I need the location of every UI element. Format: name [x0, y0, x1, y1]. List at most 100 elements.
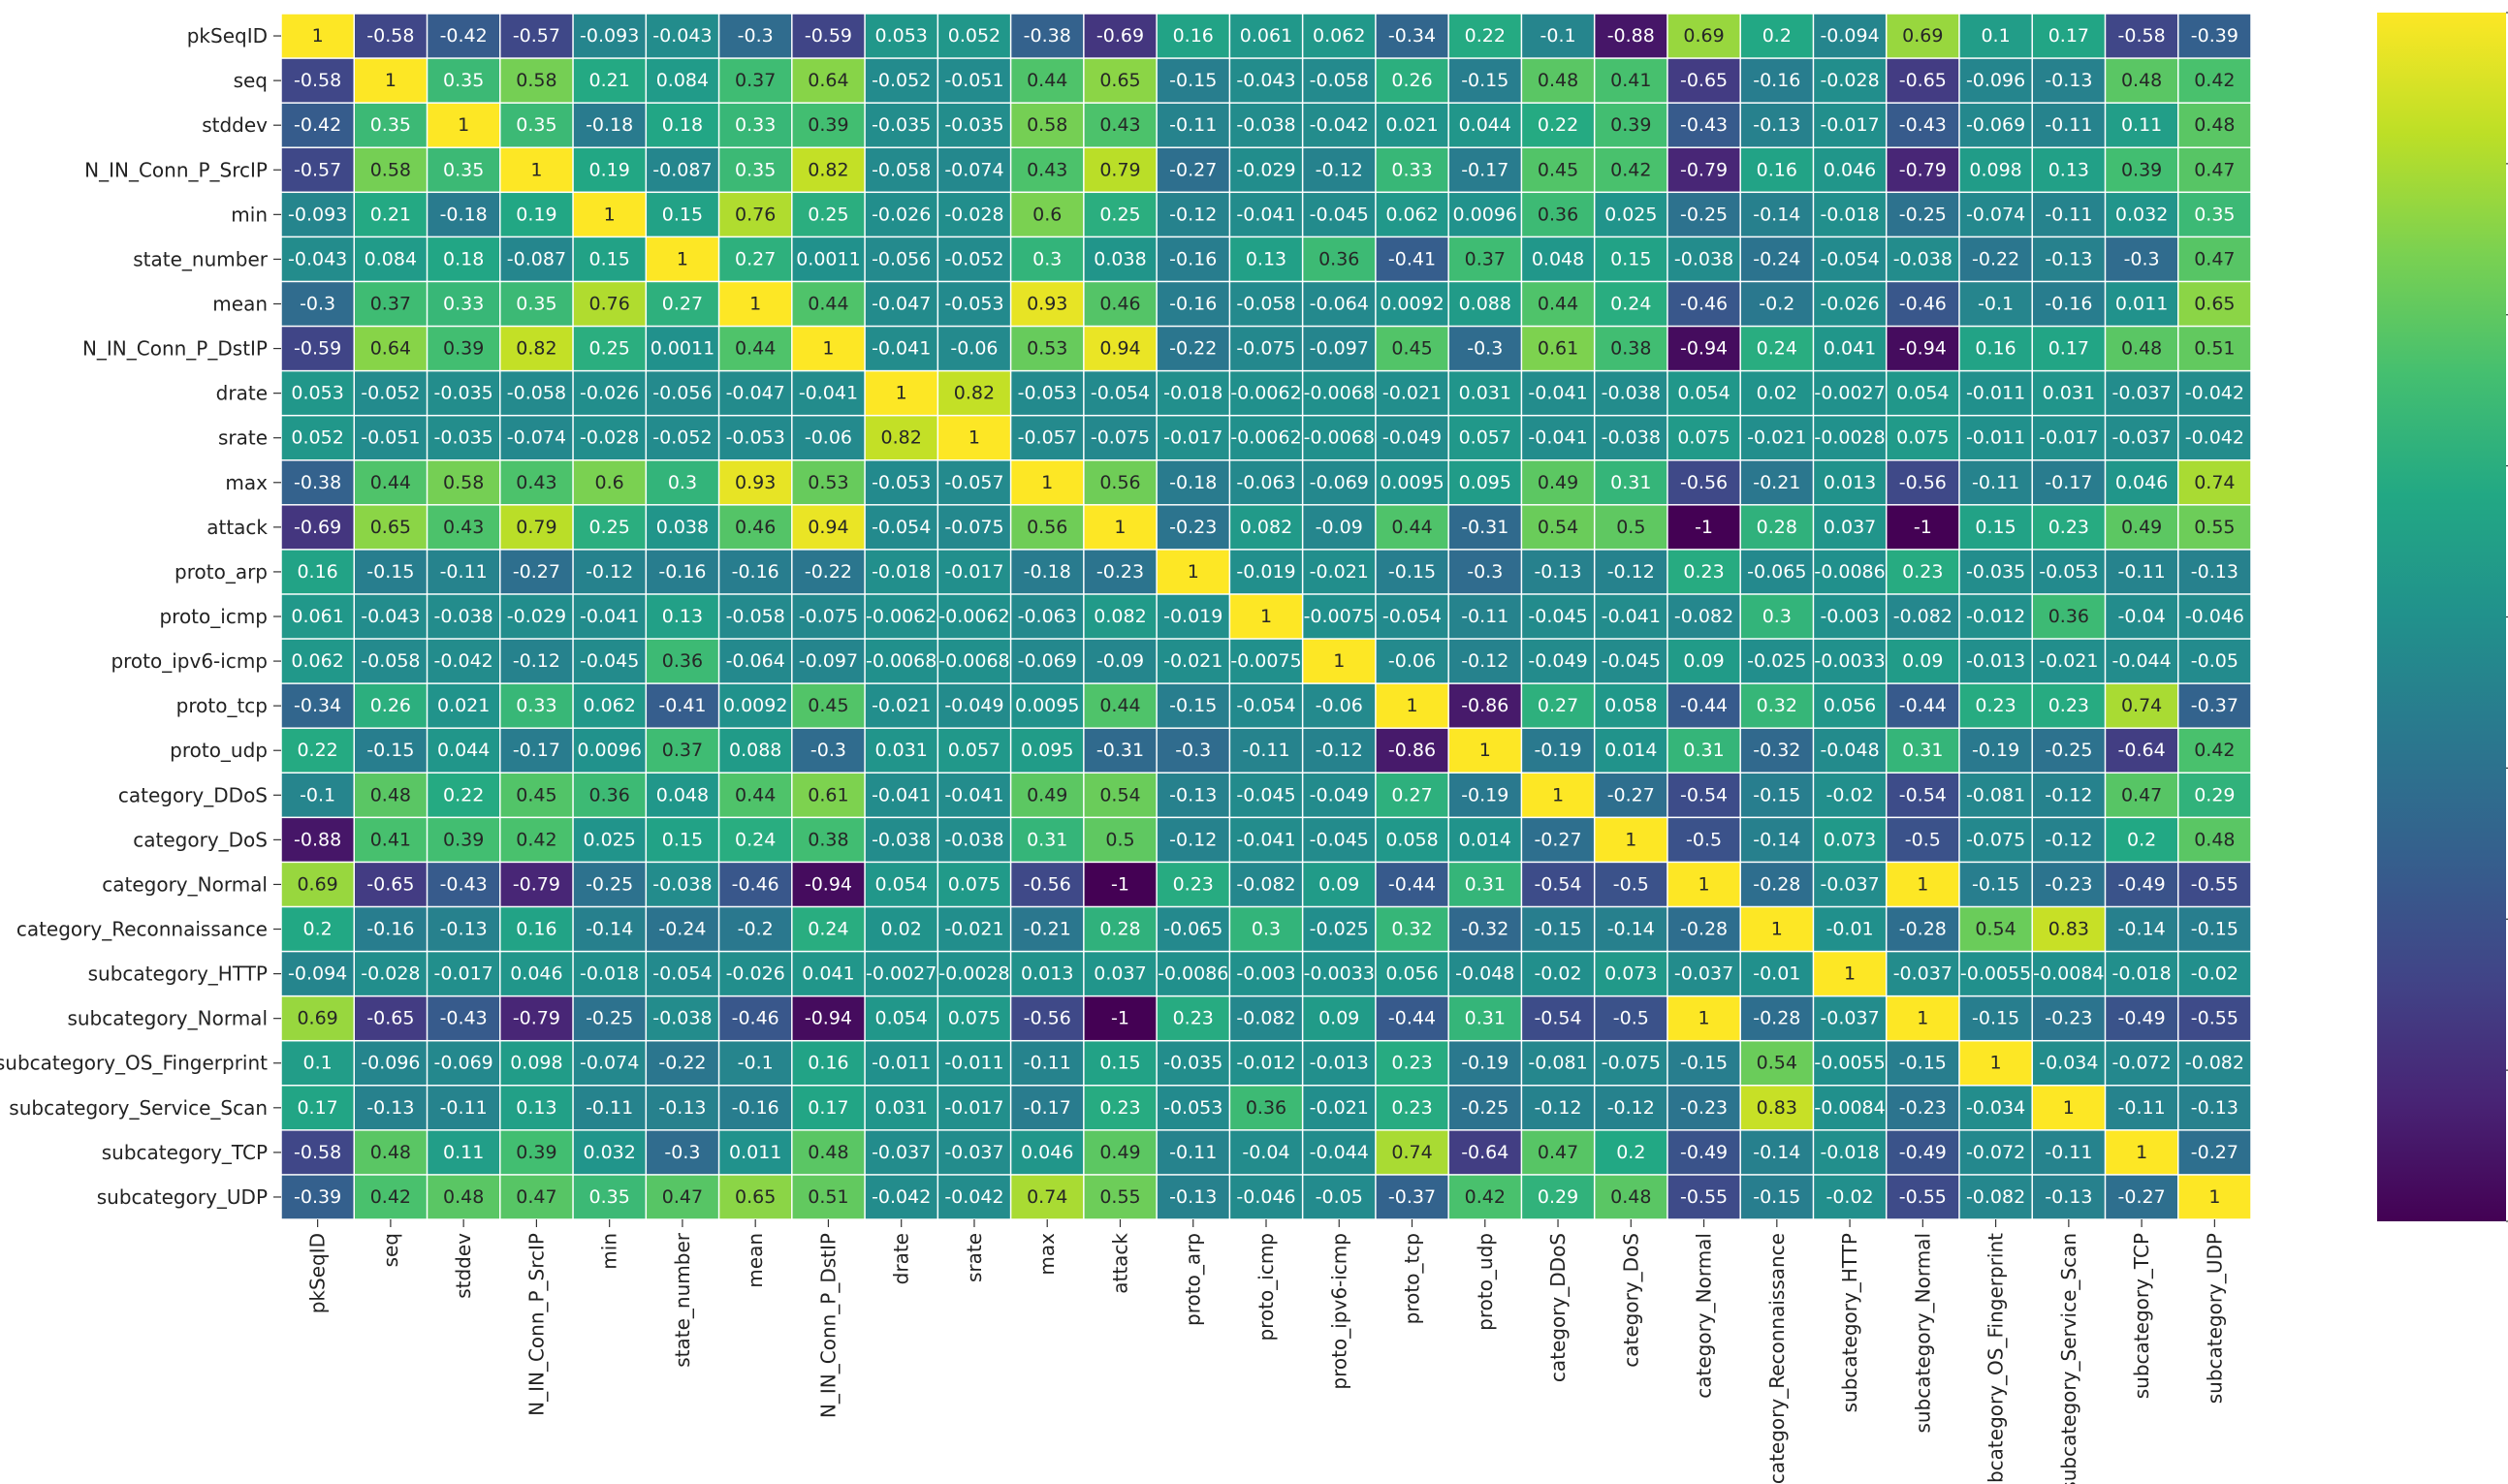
cell-value-label: 0.38: [1610, 338, 1651, 360]
cell-value-label: -0.15: [1388, 561, 1436, 583]
cell-value-label: -0.054: [1236, 695, 1295, 716]
heatmap-cell: [1011, 863, 1084, 906]
cell-value-label: -0.054: [1382, 606, 1442, 627]
heatmap-cell: [1011, 550, 1084, 594]
heatmap-cell: [1011, 193, 1084, 237]
cell-value-label: -0.13: [1169, 784, 1217, 805]
cell-value-label: 0.095: [1459, 472, 1511, 493]
heatmap-cell: [647, 282, 718, 326]
cell-value-label: -0.075: [1966, 829, 2025, 850]
heatmap-cell: [1376, 550, 1448, 594]
heatmap-cell: [1157, 327, 1229, 370]
cell-value-label: -0.029: [1236, 159, 1295, 180]
cell-value-label: -0.011: [944, 1053, 1003, 1074]
cell-value-label: 0.21: [589, 70, 630, 91]
heatmap-cell: [719, 103, 792, 147]
heatmap-cell: [2106, 416, 2177, 459]
cell-value-label: -0.037: [1674, 963, 1733, 985]
heatmap-cell: [428, 282, 500, 326]
cell-value-label: 0.075: [948, 1008, 1000, 1029]
heatmap-cell: [1448, 728, 1521, 773]
heatmap-cell: [865, 416, 937, 459]
cell-value-label: 0.082: [1240, 517, 1292, 538]
cell-value-label: 0.42: [516, 829, 556, 850]
heatmap-cell: [1522, 952, 1594, 995]
cell-value-label: -0.65: [1680, 70, 1728, 91]
heatmap-cell: [2178, 1086, 2251, 1130]
heatmap-cell: [573, 147, 646, 192]
cell-value-label: -0.035: [1163, 1053, 1222, 1074]
colorbar: [2377, 13, 2506, 1221]
heatmap-cell: [1887, 416, 1959, 459]
heatmap-cell: [1084, 1086, 1157, 1130]
heatmap-cell: [1230, 639, 1302, 683]
heatmap-cell: [1303, 371, 1376, 415]
cell-value-label: -0.026: [872, 204, 931, 225]
heatmap-cell: [2178, 193, 2251, 237]
cell-value-label: -0.58: [2118, 25, 2166, 47]
cell-value-label: 0.24: [1610, 293, 1651, 314]
cell-value-label: 0.42: [1610, 159, 1651, 180]
cell-value-label: -0.094: [1820, 25, 1879, 47]
cell-value-label: -0.46: [732, 873, 779, 895]
heatmap-cell: [2106, 863, 2177, 906]
cell-value-label: 1: [1698, 1008, 1710, 1029]
cell-value-label: -0.15: [1169, 70, 1217, 91]
cell-value-label: -0.14: [1753, 829, 1800, 850]
heatmap-cell: [1303, 907, 1376, 951]
row-tick-label: category_DoS: [133, 828, 268, 851]
heatmap-cell: [355, 14, 427, 58]
heatmap-cell: [647, 1130, 718, 1175]
cell-value-label: -0.038: [1674, 248, 1733, 269]
cell-value-label: 1: [1771, 919, 1783, 940]
cell-value-label: 0.056: [1824, 695, 1876, 716]
heatmap-cell: [1667, 996, 1740, 1040]
heatmap-cell: [1448, 594, 1521, 639]
heatmap-cell: [1084, 863, 1157, 906]
heatmap-cell: [1887, 774, 1959, 817]
heatmap-cell: [938, 1041, 1010, 1086]
heatmap-cell: [1740, 863, 1813, 906]
cell-value-label: -0.052: [361, 383, 420, 404]
heatmap-cell: [1376, 728, 1448, 773]
cell-value-label: -0.0062: [1230, 427, 1301, 449]
cell-value-label: -0.097: [1310, 338, 1369, 360]
cell-value-label: -0.01: [1825, 919, 1873, 940]
heatmap-cell: [2106, 1175, 2177, 1219]
heatmap-cell: [573, 683, 646, 728]
cell-value-label: -0.32: [1753, 740, 1800, 761]
cell-value-label: -0.79: [513, 1008, 560, 1029]
heatmap-cell: [719, 1041, 792, 1086]
heatmap-cell: [1959, 1041, 2032, 1086]
cell-value-label: 0.47: [2121, 784, 2162, 805]
heatmap-cell: [1522, 103, 1594, 147]
heatmap-cell: [1303, 460, 1376, 505]
heatmap-cell: [1230, 774, 1302, 817]
cell-value-label: -0.021: [1163, 650, 1222, 672]
heatmap-cell: [647, 1041, 718, 1086]
cell-value-label: -0.01: [1753, 963, 1800, 985]
column-tick-label: seq: [379, 1233, 402, 1267]
heatmap-cell: [1740, 460, 1813, 505]
cell-value-label: 0.053: [291, 383, 343, 404]
cell-value-label: -0.12: [513, 650, 560, 672]
cell-value-label: 0.35: [735, 159, 776, 180]
heatmap-cell: [500, 416, 573, 459]
cell-value-label: -0.16: [658, 561, 706, 583]
heatmap-cell: [1448, 774, 1521, 817]
heatmap-cell: [1740, 103, 1813, 147]
cell-value-label: 0.053: [874, 25, 927, 47]
heatmap-cell: [1303, 58, 1376, 103]
heatmap-cell: [1230, 996, 1302, 1040]
heatmap-cell: [2106, 460, 2177, 505]
heatmap-cell: [2032, 147, 2105, 192]
heatmap-cell: [1303, 282, 1376, 326]
cell-value-label: -0.0086: [1158, 963, 1228, 985]
heatmap-cell: [1084, 1175, 1157, 1219]
heatmap-cell: [428, 14, 500, 58]
cell-value-label: 0.32: [1757, 695, 1797, 716]
cell-value-label: 0.3: [1762, 606, 1792, 627]
heatmap-cell: [1667, 1130, 1740, 1175]
heatmap-cell: [1157, 14, 1229, 58]
cell-value-label: -0.11: [2045, 204, 2092, 225]
